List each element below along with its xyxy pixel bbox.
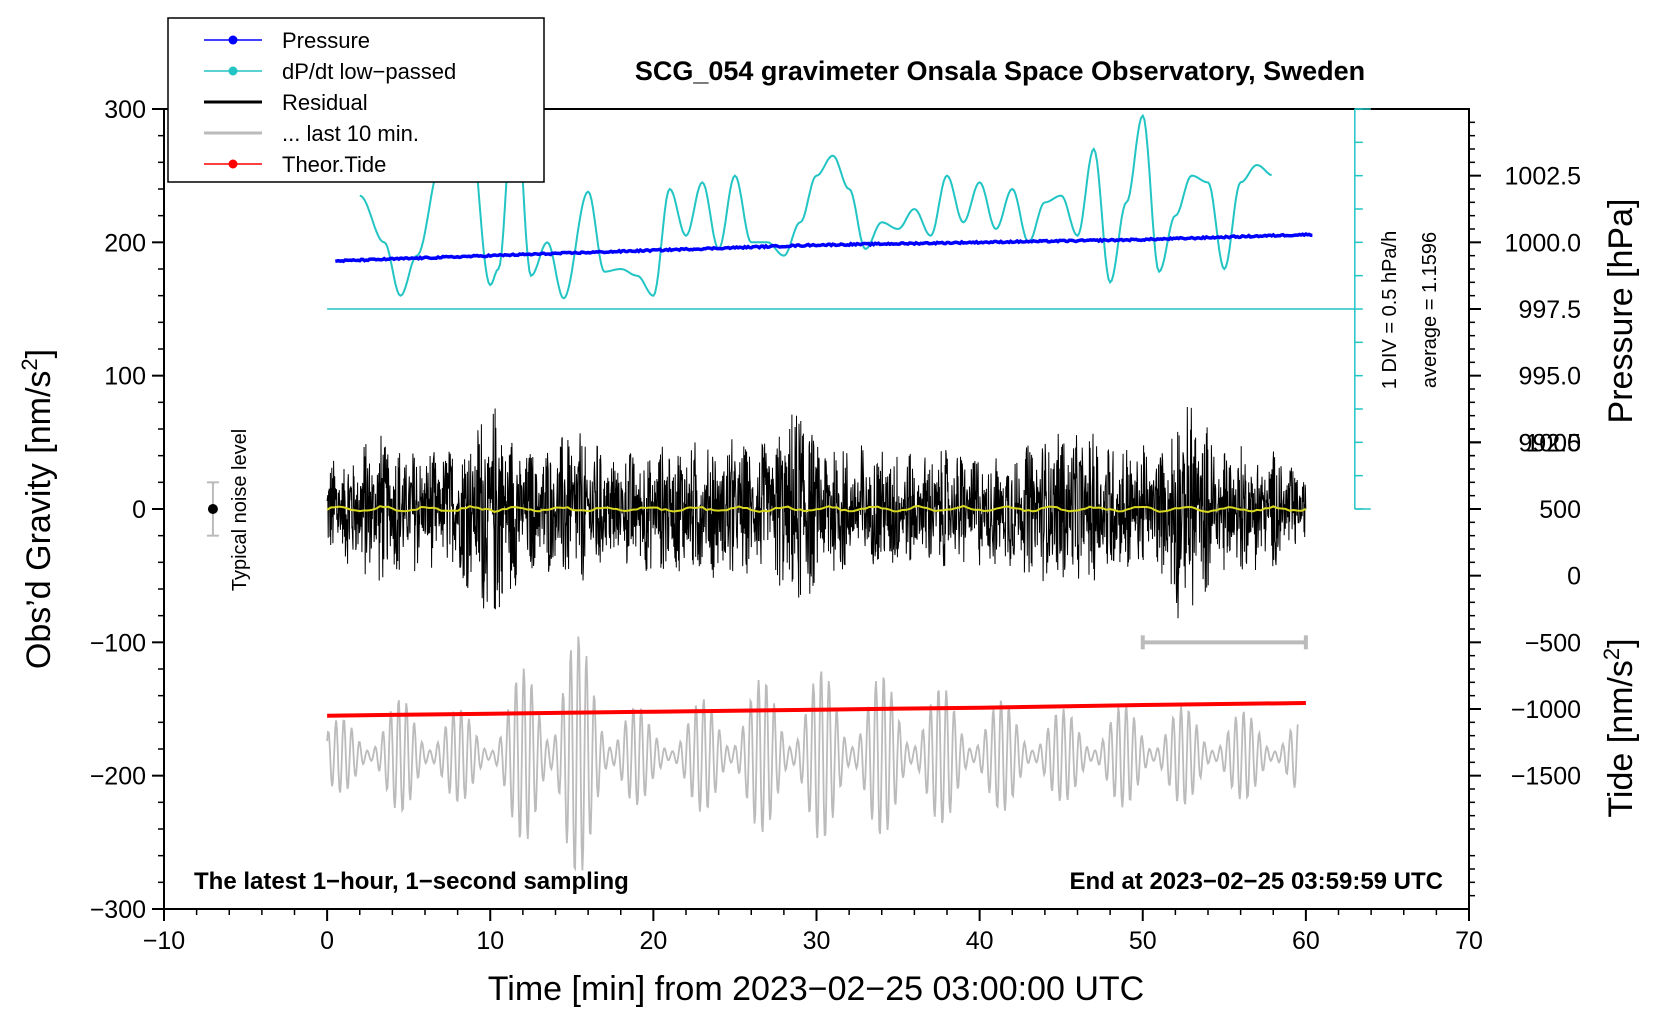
pressure-tick-label: 1000.0 bbox=[1505, 229, 1581, 257]
annotation-latest-hour: The latest 1−hour, 1−second sampling bbox=[194, 868, 629, 895]
y-tick-label: 300 bbox=[104, 96, 146, 124]
legend-marker bbox=[228, 35, 238, 45]
y-axis-left: 300 200 100 0 −100 −200 −300 bbox=[90, 96, 164, 924]
legend: Pressure dP/dt low−passed Residual ... last… bbox=[167, 17, 545, 183]
x-tick-label: 40 bbox=[966, 927, 994, 955]
series-theoretical-tide bbox=[327, 701, 1306, 718]
y-tick-label: 200 bbox=[104, 229, 146, 257]
legend-label: Pressure bbox=[282, 28, 370, 53]
pressure-tick-label: 1002.5 bbox=[1505, 163, 1581, 191]
y-axis-right-tide: 1000 500 0 −500 −1000 −1500 bbox=[1469, 428, 1581, 897]
legend-label: ... last 10 min. bbox=[282, 121, 419, 146]
noise-level-label: Typical noise level bbox=[229, 429, 251, 591]
annotation-div-scale: 1 DIV = 0.5 hPa/h bbox=[1379, 231, 1401, 389]
legend-label: dP/dt low−passed bbox=[282, 59, 456, 84]
x-tick-label: 60 bbox=[1292, 927, 1320, 955]
x-tick-label: 10 bbox=[476, 927, 504, 955]
dpdt-scale-bar bbox=[1354, 108, 1371, 510]
y-axis-left-title: Obs’d Gravity [nm/s2] bbox=[17, 349, 58, 669]
y-tick-label: −100 bbox=[90, 629, 146, 657]
chart-title: SCG_054 gravimeter Onsala Space Observat… bbox=[635, 56, 1365, 86]
tide-tick-label: −1500 bbox=[1511, 763, 1581, 791]
noise-bar-dot bbox=[207, 504, 218, 514]
tide-tick-label: 0 bbox=[1567, 563, 1581, 591]
annotation-end-time: End at 2023−02−25 03:59:59 UTC bbox=[1069, 868, 1443, 895]
tide-tick-label: 1000 bbox=[1525, 429, 1581, 457]
legend-marker bbox=[228, 159, 238, 169]
series-residual-mean bbox=[326, 504, 1307, 514]
ten-minute-scale-bar bbox=[1140, 635, 1308, 650]
pressure-tick-label: 992.5 bbox=[1518, 429, 1581, 457]
x-axis-title: Time [min] from 2023−02−25 03:00:00 UTC bbox=[488, 970, 1144, 1008]
series-dpdt bbox=[359, 109, 1273, 300]
x-tick-label: −10 bbox=[143, 927, 185, 955]
y-tick-label: 0 bbox=[132, 496, 146, 524]
plot-series-area bbox=[326, 109, 1355, 872]
x-tick-label: 50 bbox=[1129, 927, 1157, 955]
tide-tick-label: 500 bbox=[1539, 496, 1581, 524]
tide-tick-label: −1000 bbox=[1511, 696, 1581, 724]
series-pressure bbox=[334, 231, 1313, 264]
y-tick-label: −200 bbox=[90, 763, 146, 791]
annotation-average: average = 1.1596 bbox=[1419, 232, 1441, 388]
noise-level-bar bbox=[206, 481, 219, 537]
legend-label: Residual bbox=[282, 90, 368, 115]
x-tick-label: 70 bbox=[1455, 927, 1483, 955]
x-tick-label: 30 bbox=[803, 927, 831, 955]
y-tick-label: −300 bbox=[90, 896, 146, 924]
x-axis: −10 0 10 20 30 40 50 60 70 bbox=[143, 909, 1483, 955]
pressure-tick-label: 995.0 bbox=[1518, 363, 1581, 391]
legend-box bbox=[167, 17, 545, 183]
y-axis-right-tide-title: Tide [nm/s2] bbox=[1599, 638, 1640, 817]
pressure-tick-label: 997.5 bbox=[1518, 296, 1581, 324]
y-tick-label: 100 bbox=[104, 363, 146, 391]
x-tick-label: 20 bbox=[639, 927, 667, 955]
series-last-10-min bbox=[326, 636, 1299, 872]
y-axis-right-pressure: 1002.5 1000.0 997.5 995.0 992.5 bbox=[1469, 121, 1581, 457]
legend-label: Theor.Tide bbox=[282, 152, 386, 177]
x-tick-label: 0 bbox=[320, 927, 334, 955]
tide-tick-label: −500 bbox=[1525, 629, 1581, 657]
legend-marker bbox=[228, 66, 238, 76]
series-residual bbox=[326, 406, 1307, 619]
y-axis-right-pressure-title: Pressure [hPa] bbox=[1602, 199, 1640, 424]
